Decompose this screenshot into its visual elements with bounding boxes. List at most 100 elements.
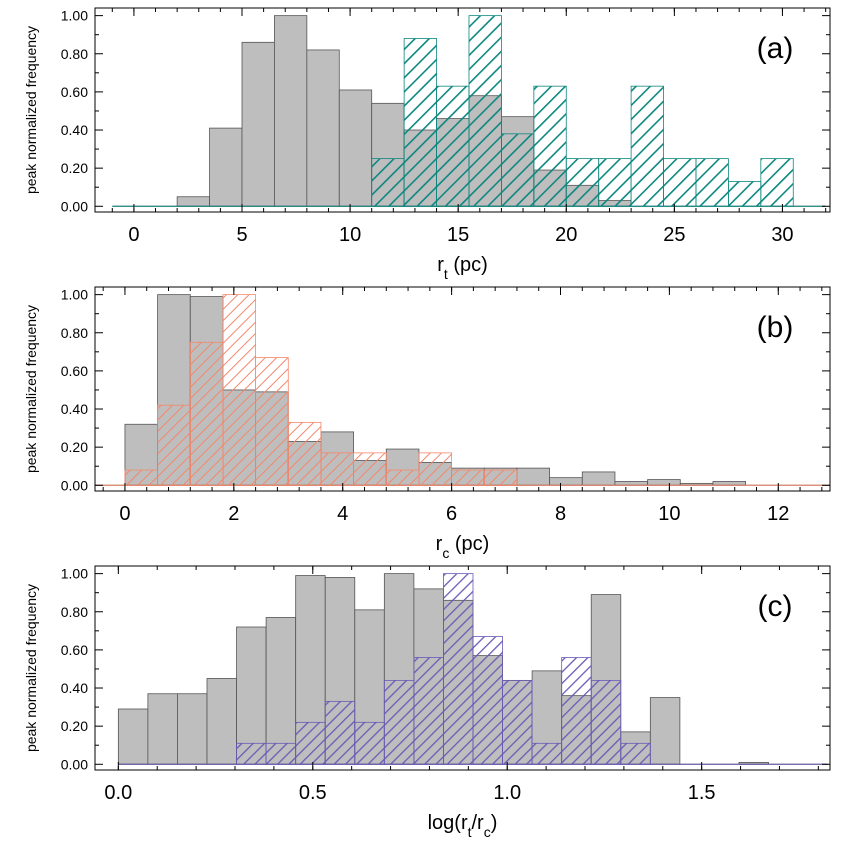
hatched-histogram	[95, 294, 830, 486]
bar	[614, 481, 649, 486]
x-axis-label-part: /r	[472, 812, 485, 834]
chart-panel-1: 0.00 0.20 0.40 0.60 0.80 1.00 0 5 10 15 20 25 30 (a) p…	[23, 7, 831, 282]
bar	[531, 742, 563, 765]
y-tick-label: 0.80	[61, 46, 88, 62]
bar	[561, 657, 592, 765]
bar	[255, 357, 289, 486]
bar	[324, 700, 356, 765]
plot-area	[117, 573, 828, 765]
y-tick-label: 0.80	[61, 325, 88, 341]
chart-panel-2: 0.00 0.20 0.40 0.60 0.80 1.00 0 2 4 6 8 10 12 (b) peak…	[23, 286, 831, 561]
x-axis-label: rc (pc)	[436, 533, 490, 561]
bar	[117, 708, 149, 765]
chart-panel-3: 0.00 0.20 0.40 0.60 0.80 1.00 0.0 0.5 1.0 1.5 (c) p…	[23, 565, 831, 840]
axes-frame	[94, 7, 831, 213]
y-tick-label: 0.20	[61, 160, 88, 176]
x-tick-label: 15	[447, 224, 469, 246]
y-tick-label: 1.00	[61, 8, 88, 24]
y-tick-label: 0.00	[61, 756, 88, 772]
y-tick-label: 1.00	[61, 566, 88, 582]
y-tick-label: 0.40	[61, 122, 88, 138]
x-axis-label: log(rt/rc)	[428, 812, 498, 840]
y-axis-label: peak normalized frequency	[23, 26, 39, 194]
bar	[565, 158, 600, 207]
x-tick-label: 5	[236, 224, 247, 246]
x-tick-label: 1.0	[493, 782, 521, 804]
bar	[598, 158, 632, 207]
axes-frame	[94, 286, 831, 492]
x-tick-label: 8	[555, 503, 566, 525]
bar	[663, 158, 697, 207]
x-tick-label: 0.5	[299, 782, 327, 804]
bar	[468, 15, 502, 207]
bar	[157, 404, 191, 486]
axes-frame	[94, 565, 831, 771]
y-tick-label: 0.00	[61, 477, 88, 493]
x-axis-label-subscript: t	[468, 824, 472, 840]
x-tick-label: 25	[663, 224, 685, 246]
x-tick-label: 30	[771, 224, 793, 246]
bar	[320, 452, 355, 486]
x-tick-label: 20	[555, 224, 577, 246]
bar	[385, 469, 420, 486]
panel-label: (c)	[758, 590, 793, 623]
x-tick-label: 1.5	[688, 782, 716, 804]
bar	[533, 85, 567, 207]
x-axis-label-part: r	[437, 254, 444, 276]
bar	[695, 158, 729, 207]
x-tick-label: 4	[337, 503, 348, 525]
bar	[265, 742, 297, 765]
bar	[265, 617, 297, 765]
x-axis-label-part: r	[436, 533, 443, 555]
bar	[451, 469, 485, 486]
hatched-histogram	[112, 15, 826, 207]
plot-area	[95, 294, 830, 486]
hatched-histogram	[118, 573, 828, 765]
bar	[206, 678, 237, 765]
x-tick-label: 2	[228, 503, 239, 525]
bar	[236, 742, 267, 765]
bar	[443, 573, 474, 765]
bar	[124, 469, 159, 486]
bar	[501, 133, 535, 207]
x-tick-label: 0	[119, 503, 130, 525]
bar	[472, 636, 503, 765]
y-tick-label: 0.60	[61, 642, 88, 658]
x-axis-label-part: log(r	[428, 812, 468, 834]
plot-area	[112, 15, 826, 207]
y-tick-label: 1.00	[61, 287, 88, 303]
bar	[649, 697, 681, 765]
y-axis-label: peak normalized frequency	[23, 305, 39, 473]
x-axis-label-part: (pc)	[449, 533, 489, 555]
bar	[502, 679, 533, 765]
bar	[436, 85, 470, 207]
y-tick-label: 0.60	[61, 363, 88, 379]
bar	[418, 452, 453, 486]
x-tick-label: 6	[446, 503, 457, 525]
bar	[353, 452, 387, 486]
bar	[760, 158, 794, 207]
bar	[274, 15, 308, 207]
bar	[581, 471, 616, 486]
y-tick-label: 0.20	[61, 718, 88, 734]
x-tick-label: 10	[658, 503, 680, 525]
bar	[177, 693, 208, 765]
bar	[590, 679, 622, 765]
x-axis-label-subscript: c	[442, 545, 449, 561]
y-tick-label: 0.00	[61, 198, 88, 214]
bar	[287, 421, 322, 486]
x-tick-label: 0.0	[104, 782, 132, 804]
panel-label: (b)	[757, 311, 794, 344]
bar	[176, 196, 210, 207]
bar	[403, 38, 437, 207]
y-tick-label: 0.40	[61, 680, 88, 696]
bar	[222, 294, 257, 486]
x-axis-label-subscript: c	[484, 824, 491, 840]
bar	[306, 49, 340, 207]
y-tick-label: 0.20	[61, 439, 88, 455]
bar	[727, 181, 762, 207]
y-tick-label: 0.60	[61, 84, 88, 100]
x-tick-label: 0	[128, 224, 139, 246]
x-tick-label: 12	[767, 503, 789, 525]
